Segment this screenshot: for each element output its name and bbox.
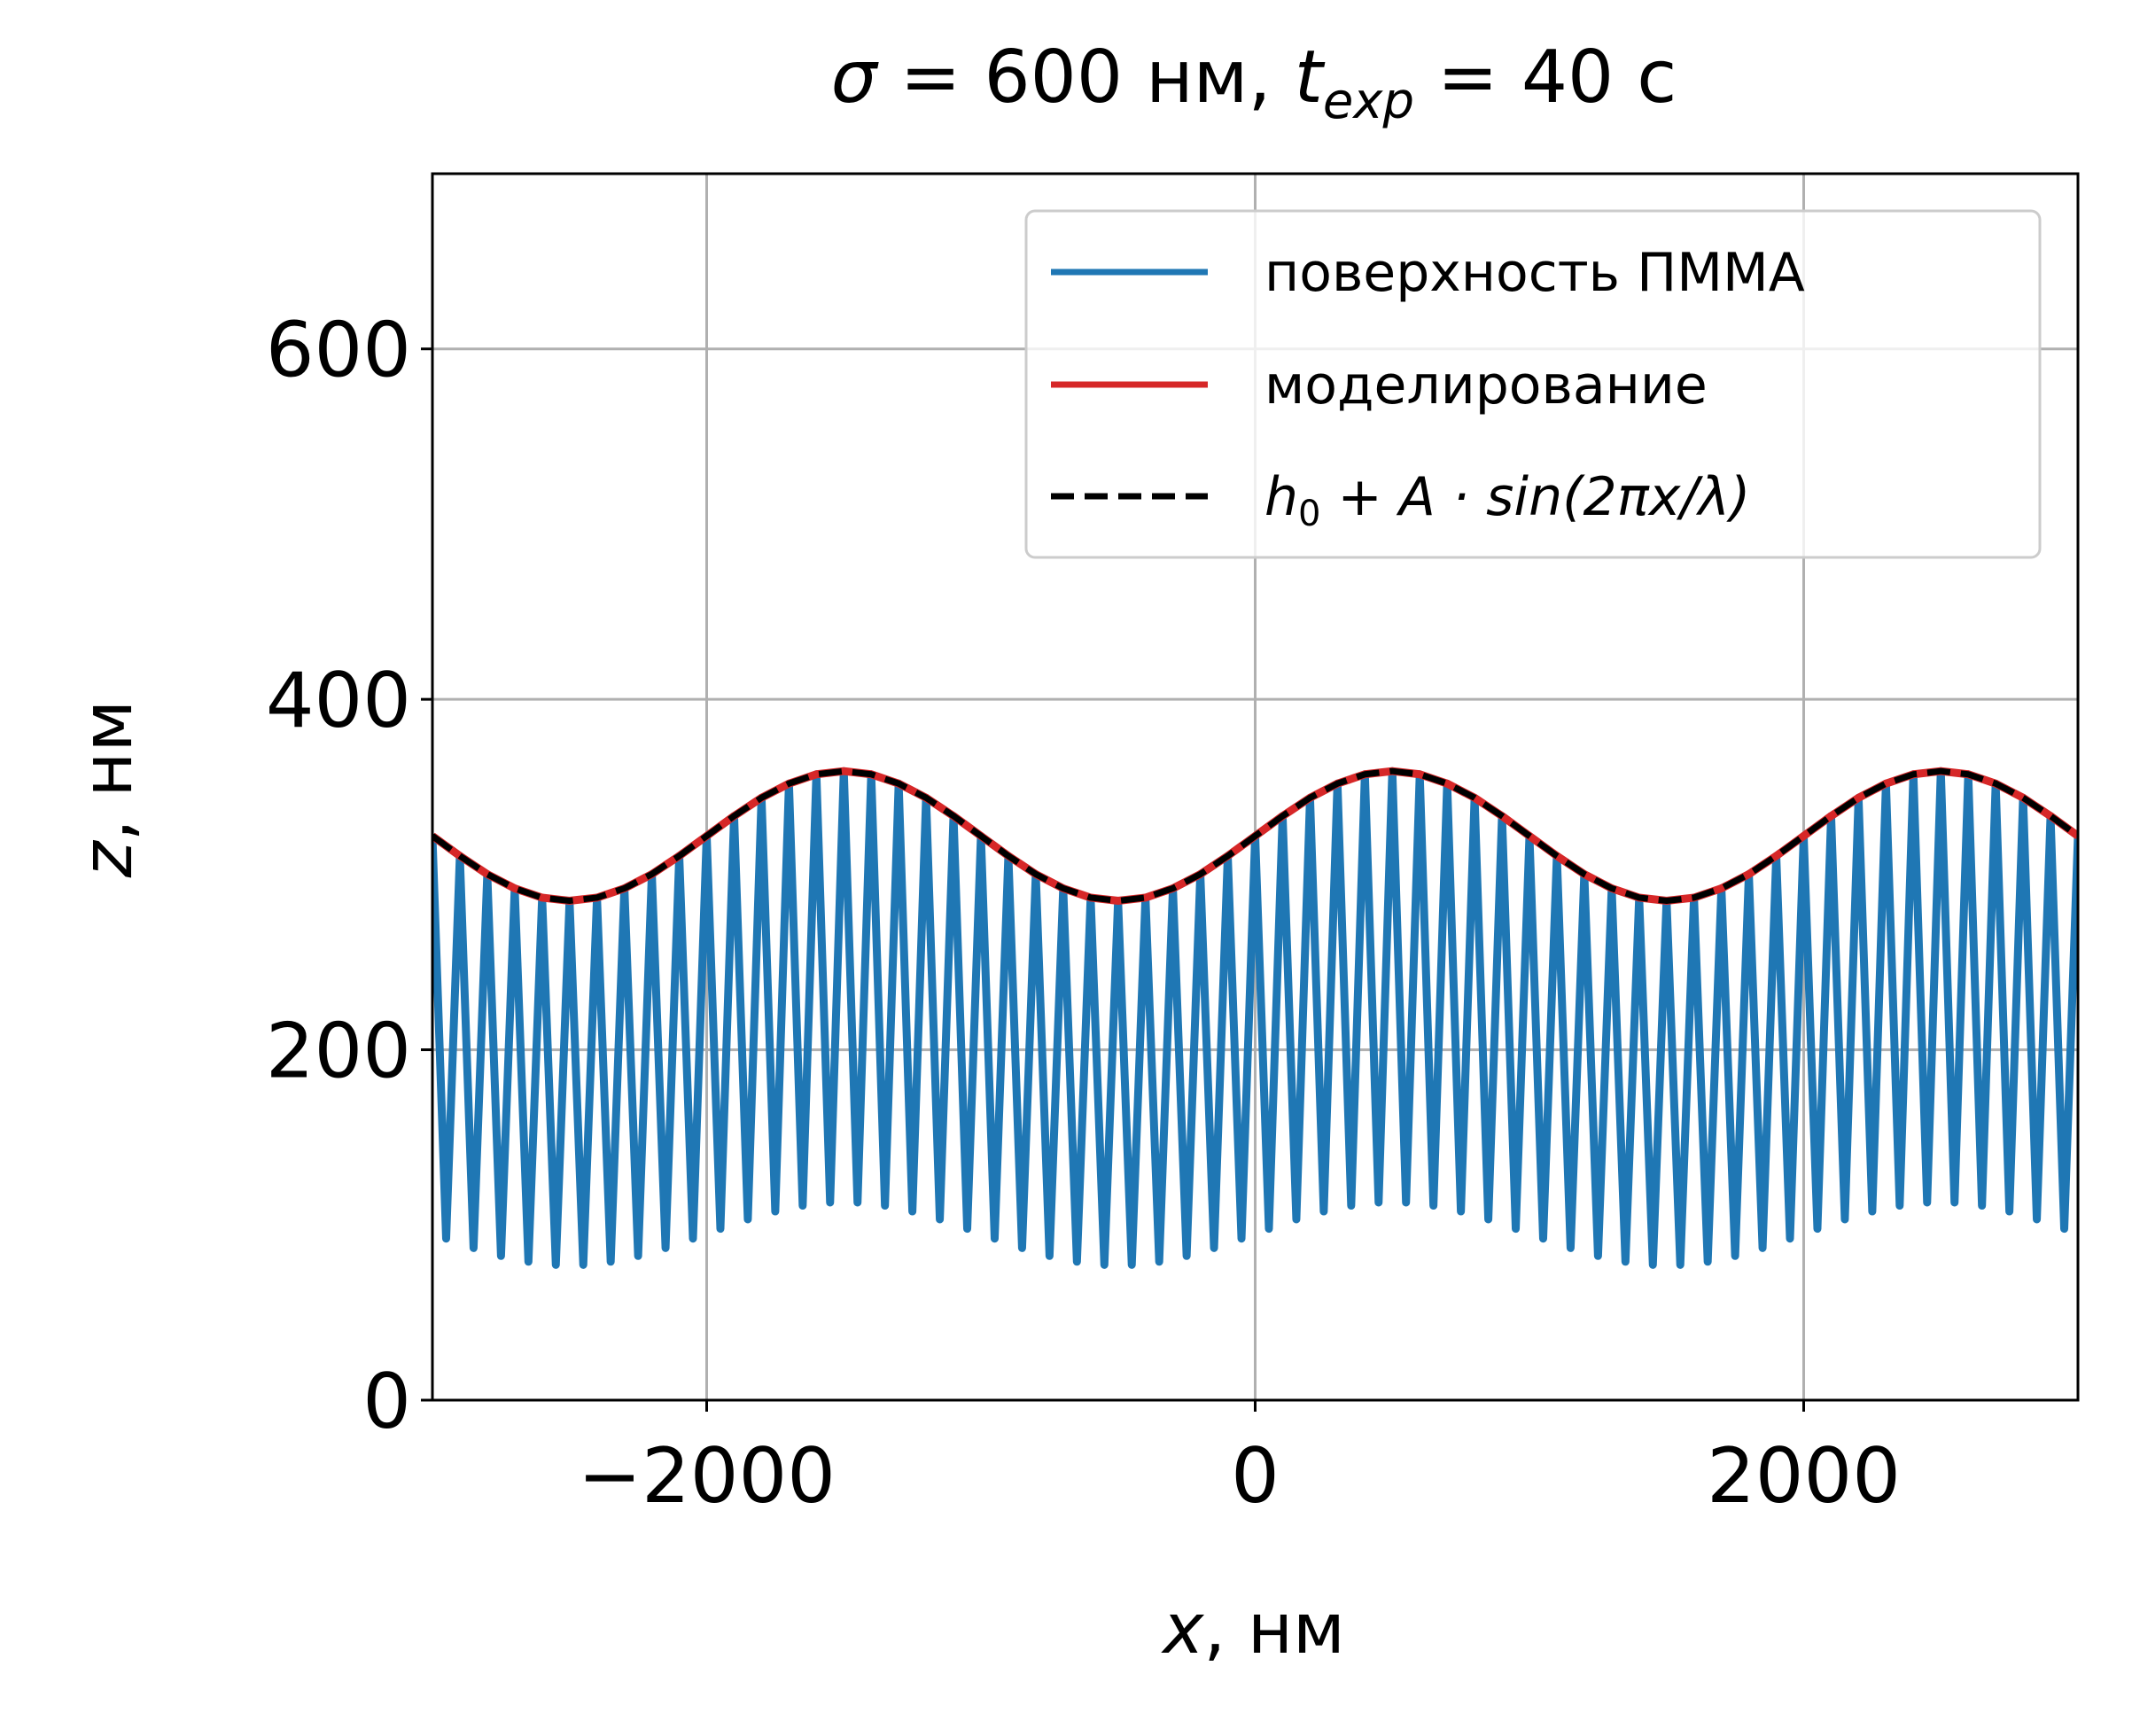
legend-label: моделирование xyxy=(1264,354,1708,416)
legend-label: поверхность ПММА xyxy=(1264,242,1805,304)
y-tick-label: 0 xyxy=(362,1358,411,1446)
x-axis-label: x, нм xyxy=(1160,1590,1345,1670)
legend: поверхность ПММА моделирование h0 + A · … xyxy=(1024,209,2042,559)
chart-title: σ = 600 нм, texp = 40 с xyxy=(831,35,1677,130)
title-part: = 40 с xyxy=(1414,35,1677,120)
title-part: exp xyxy=(1323,73,1414,130)
legend-label-part: + A · sin(2πx/λ) xyxy=(1320,466,1750,528)
x-label-part: x xyxy=(1160,1590,1204,1670)
title-part: t xyxy=(1295,35,1326,120)
ticks: −2000 0 2000 0 200 400 600 xyxy=(266,307,1901,1521)
title-part: = 600 нм, xyxy=(877,35,1295,120)
legend-box xyxy=(1024,209,2042,559)
legend-label-part: 0 xyxy=(1298,494,1320,534)
data-line xyxy=(432,767,2078,905)
y-label-part: , нм xyxy=(68,700,148,841)
y-tick-label: 600 xyxy=(266,307,411,395)
legend-label: h0 + A · sin(2πx/λ) xyxy=(1264,466,1750,534)
y-label-part: z xyxy=(68,839,148,878)
y-axis-label: z, нм xyxy=(68,700,148,878)
title-part: σ xyxy=(831,35,880,120)
x-tick-label: 0 xyxy=(1231,1432,1280,1521)
legend-label-part: h xyxy=(1264,466,1298,528)
x-tick-label: 2000 xyxy=(1707,1432,1901,1521)
y-tick-label: 400 xyxy=(266,657,411,745)
plot-lines xyxy=(432,767,2078,1269)
x-tick-label: −2000 xyxy=(578,1432,836,1521)
y-tick-label: 200 xyxy=(266,1008,411,1096)
x-label-part: , нм xyxy=(1203,1590,1344,1670)
